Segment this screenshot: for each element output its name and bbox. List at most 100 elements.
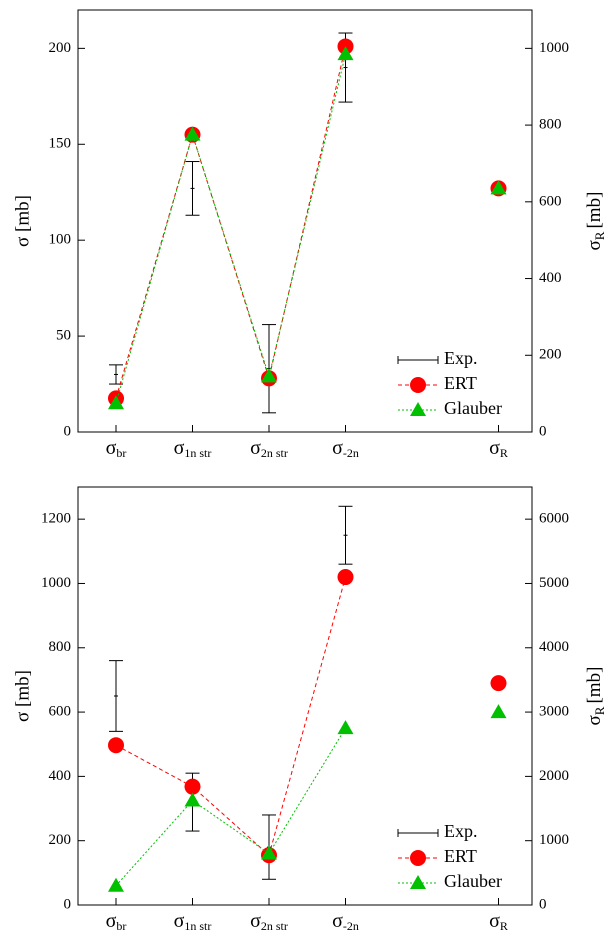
point	[490, 704, 507, 719]
point	[490, 675, 507, 692]
y-axis-label: σ [mb]	[12, 670, 33, 722]
y-tick-label: 150	[49, 136, 72, 152]
y-tick-label: 0	[64, 423, 72, 439]
category-subscript: 1n str	[184, 919, 211, 933]
x-tick-label: σ-2n	[332, 437, 359, 460]
category-symbol: σ	[332, 910, 343, 932]
error-bar	[109, 660, 123, 732]
series-line	[115, 54, 346, 404]
label-symbol: σ	[584, 240, 605, 250]
plot-frame	[77, 9, 533, 433]
y-tick-label: 600	[49, 704, 72, 720]
y2-tick-label: 2000	[539, 768, 569, 784]
y2-tick-label: 6000	[539, 511, 569, 527]
point	[108, 737, 124, 754]
legend-entry: ERT	[398, 373, 477, 393]
label-unit: [mb]	[584, 667, 605, 704]
y-tick-label: 200	[49, 40, 72, 56]
error-bar	[185, 161, 200, 216]
x-tick-label: σ-2n	[332, 910, 359, 933]
point	[184, 126, 201, 141]
y-tick-label: 1200	[41, 511, 71, 527]
x-tick-label: σ2n str	[250, 910, 288, 933]
point	[261, 845, 277, 860]
category-subscript: -2n	[343, 446, 359, 460]
legend-label: Glauber	[444, 398, 502, 418]
error-bar	[338, 505, 353, 565]
category-subscript: 2n str	[261, 919, 288, 933]
series-line	[115, 727, 346, 887]
category-symbol: σ	[489, 910, 500, 932]
y-axis-label: σ [mb]	[12, 195, 33, 247]
x-tick-label: σ1n str	[174, 437, 212, 460]
category-subscript: R	[500, 919, 508, 933]
y-tick-label: 50	[56, 328, 71, 344]
category-subscript: 1n str	[184, 446, 211, 460]
legend-marker	[410, 402, 426, 416]
panel: 0 200 400 600 800 1000 1200 0 1000 2000 3000 4000 50…	[12, 486, 607, 933]
label-subscript: R	[592, 706, 607, 715]
category-symbol: σ	[250, 437, 261, 459]
point	[337, 46, 354, 61]
category-symbol: σ	[174, 910, 185, 932]
legend-entry: Exp.	[397, 821, 478, 841]
x-tick-label: σR	[489, 437, 508, 460]
legend-label: Exp.	[444, 821, 478, 841]
label-symbol: σ	[584, 715, 605, 725]
category-subscript: 2n str	[261, 446, 288, 460]
y2-tick-label: 200	[539, 347, 562, 363]
category-symbol: σ	[174, 437, 185, 459]
category-subscript: br	[116, 446, 126, 460]
category-subscript: R	[500, 446, 508, 460]
x-tick-label: σ1n str	[174, 910, 212, 933]
point	[184, 778, 201, 795]
y2-tick-label: 400	[539, 270, 562, 286]
y-tick-label: 200	[49, 832, 72, 848]
legend-marker	[410, 377, 426, 393]
label-unit: [mb]	[584, 192, 605, 229]
category-symbol: σ	[106, 910, 117, 932]
y-tick-label: 1000	[41, 575, 71, 591]
legend-label: Glauber	[444, 871, 502, 891]
point	[108, 877, 124, 892]
y2-tick-label: 600	[539, 193, 562, 209]
y2-tick-label: 0	[539, 423, 547, 439]
legend-entry: Glauber	[398, 871, 502, 891]
plot-frame	[77, 486, 533, 906]
x-tick-label: σ2n str	[250, 437, 288, 460]
x-tick-label: σR	[489, 910, 508, 933]
y-tick-label: 100	[49, 232, 72, 248]
y2-tick-label: 5000	[539, 575, 569, 591]
category-subscript: br	[116, 919, 126, 933]
point	[184, 792, 201, 807]
point	[337, 569, 354, 586]
y2-axis-label: σR [mb]	[584, 192, 607, 251]
x-tick-label: σbr	[106, 437, 127, 460]
series-line	[115, 576, 346, 857]
y2-tick-label: 0	[539, 896, 547, 912]
series-line	[115, 46, 346, 399]
legend-marker	[410, 875, 426, 889]
y-tick-label: 400	[49, 768, 72, 784]
legend-entry: Glauber	[398, 398, 502, 418]
y2-axis-label: σR [mb]	[584, 667, 607, 726]
y2-tick-label: 800	[539, 117, 562, 133]
y2-tick-label: 4000	[539, 639, 569, 655]
point	[337, 720, 354, 735]
x-tick-label: σbr	[106, 910, 127, 933]
point	[261, 368, 277, 383]
y-tick-label: 800	[49, 639, 72, 655]
point	[490, 180, 507, 195]
category-symbol: σ	[106, 437, 117, 459]
category-symbol: σ	[332, 437, 343, 459]
y2-tick-label: 3000	[539, 704, 569, 720]
legend-entry: Exp.	[397, 348, 478, 368]
legend-entry: ERT	[398, 846, 477, 866]
category-symbol: σ	[250, 910, 261, 932]
point	[108, 395, 124, 410]
y2-tick-label: 1000	[539, 40, 569, 56]
legend-label: Exp.	[444, 348, 478, 368]
category-subscript: -2n	[343, 919, 359, 933]
